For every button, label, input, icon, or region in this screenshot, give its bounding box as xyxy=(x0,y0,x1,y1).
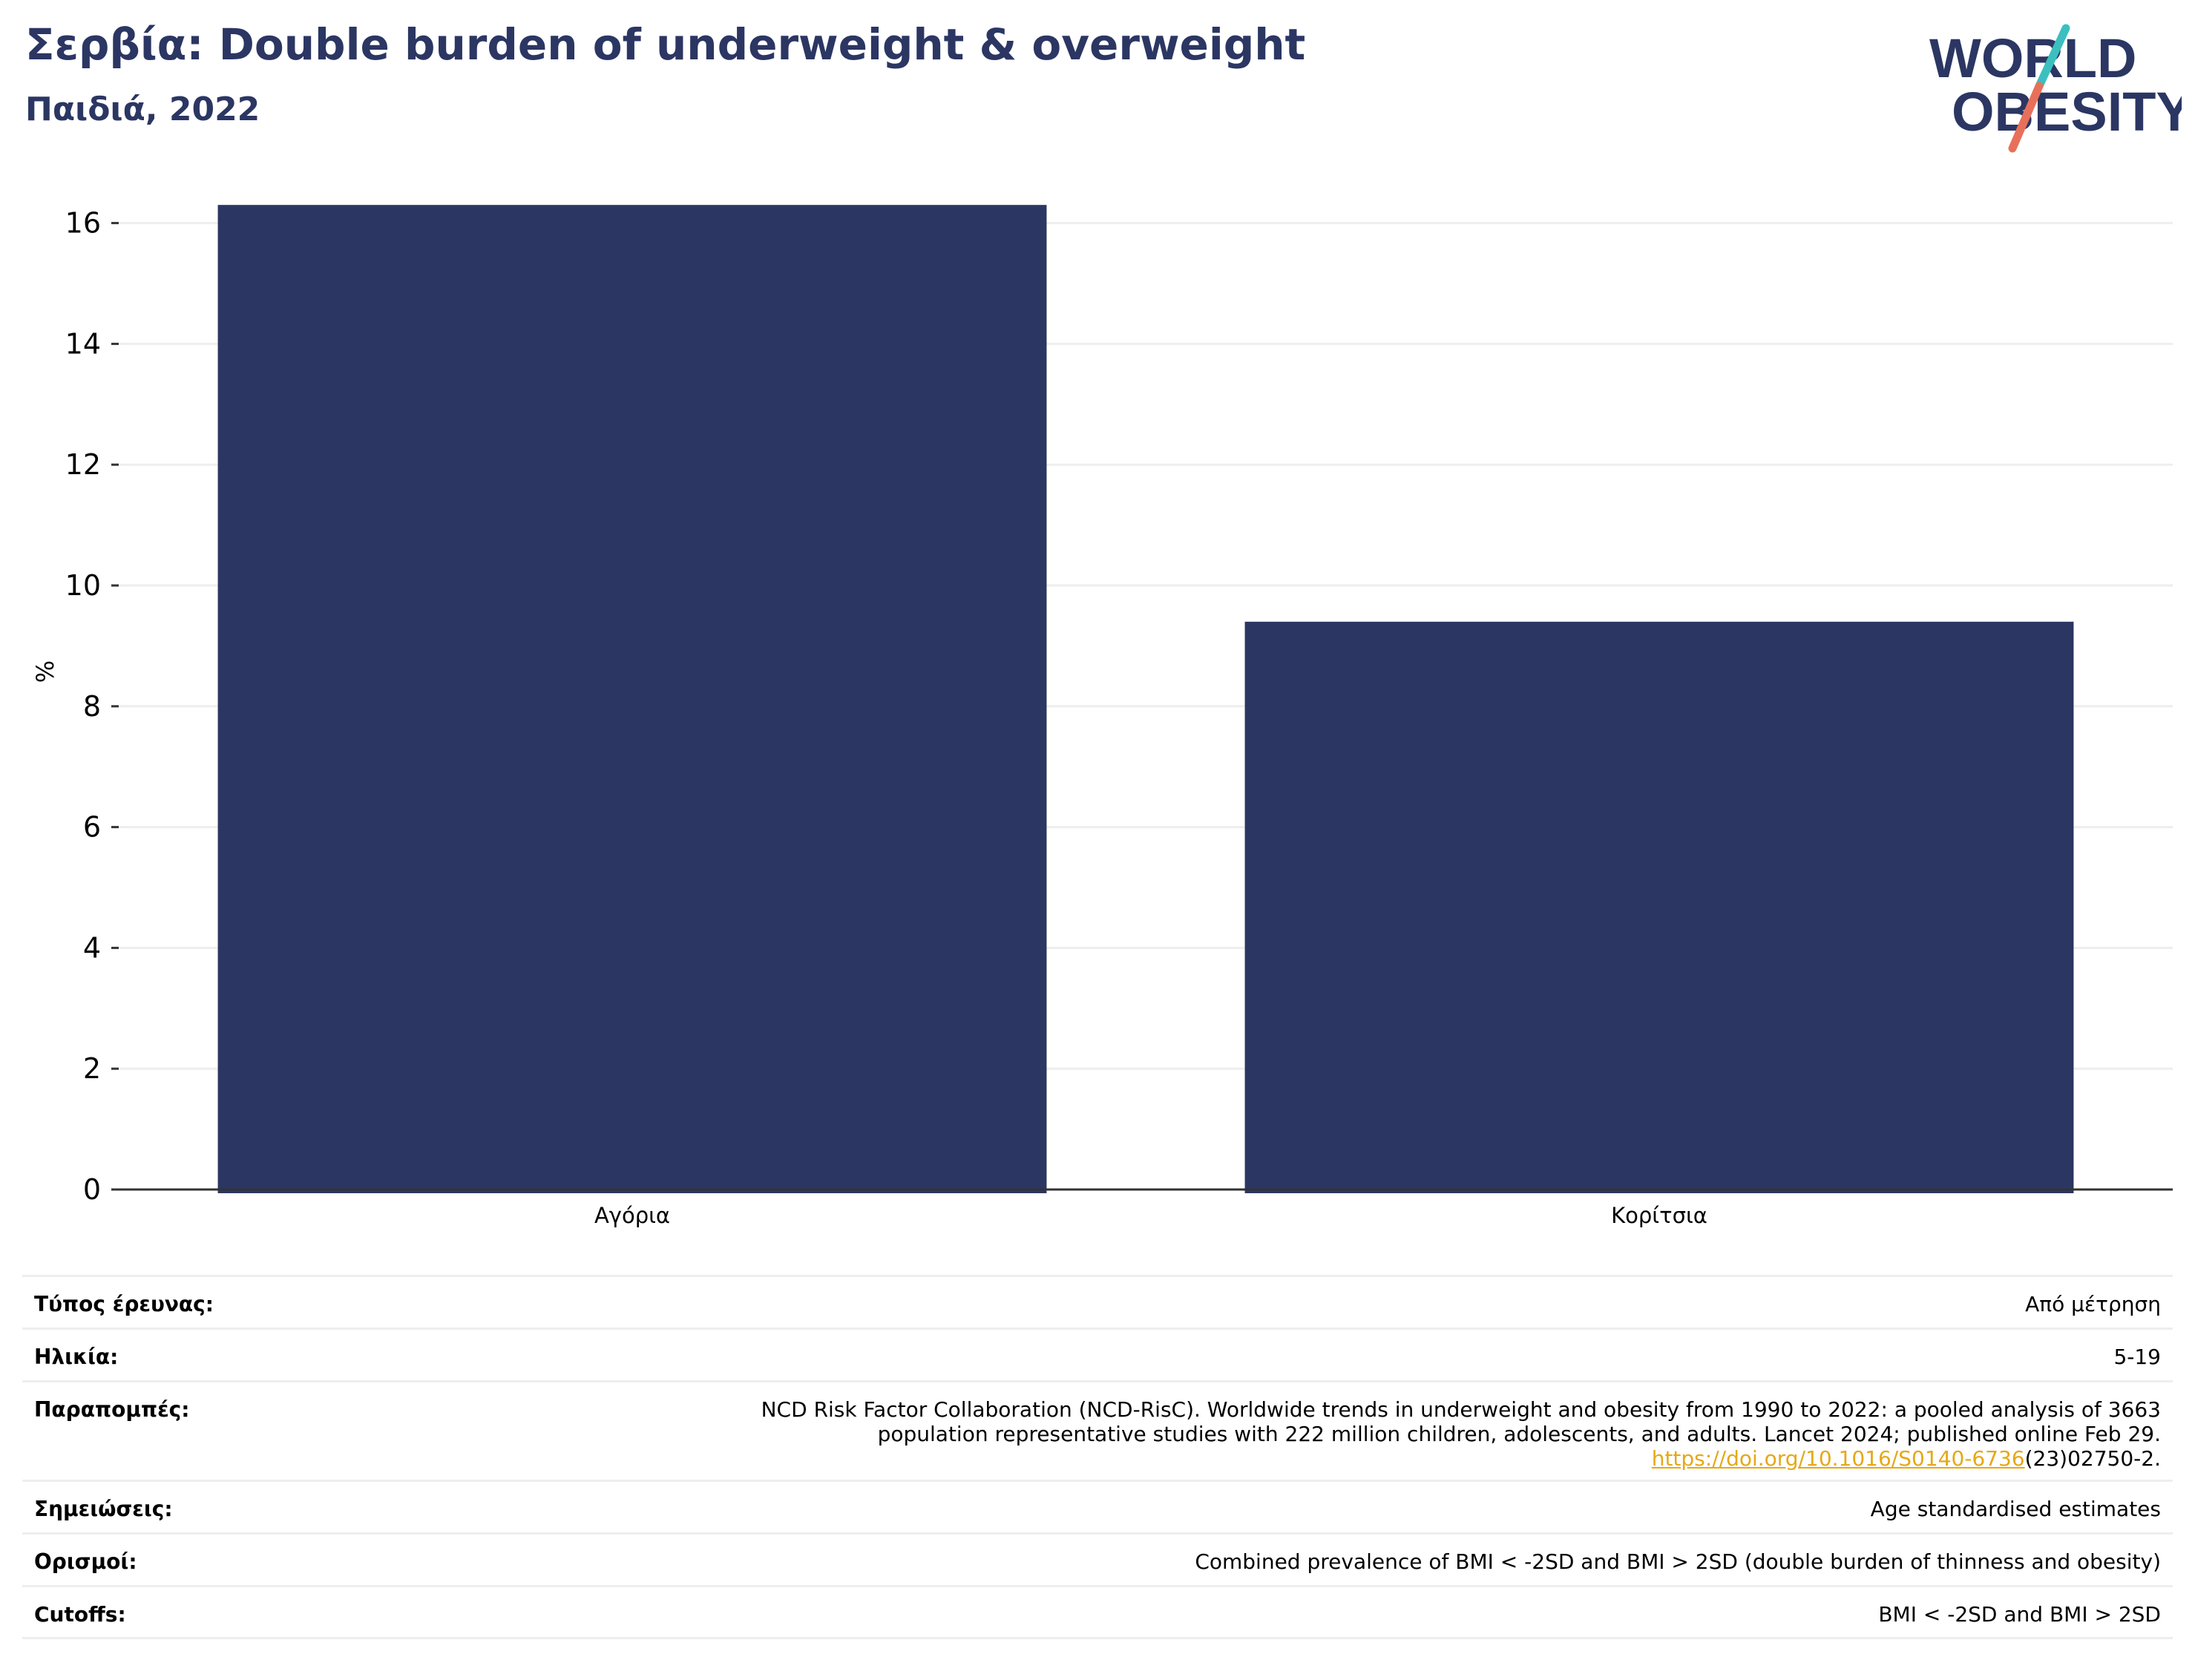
reference-doi-line: https://doi.org/10.1016/S0140-6736(23)02… xyxy=(761,1446,2161,1471)
meta-row: Ορισμοί: Combined prevalence of BMI < -2S… xyxy=(22,1532,2173,1585)
meta-value: Από μέτρηση xyxy=(2025,1292,2161,1316)
y-tick-label: 8 xyxy=(83,690,101,723)
y-tick-label: 6 xyxy=(83,811,101,844)
logo-text-world: WORLD xyxy=(1929,27,2137,89)
logo-slash-bottom xyxy=(2008,82,2044,153)
meta-label: Ηλικία: xyxy=(34,1345,119,1369)
x-tick-label: Αγόρια xyxy=(594,1203,670,1228)
x-tick-label: Κορίτσια xyxy=(1611,1203,1707,1228)
y-tick-label: 10 xyxy=(65,569,101,602)
y-tick-label: 14 xyxy=(65,327,101,360)
meta-label: Σημειώσεις: xyxy=(34,1497,173,1521)
x-axis-ticks: Αγόρια Κορίτσια xyxy=(594,1203,1707,1228)
page-title: Σερβία: Double burden of underweight & o… xyxy=(25,19,1306,70)
doi-suffix: (23)02750-2. xyxy=(2024,1446,2161,1471)
y-axis-ticks: 0 2 4 6 8 10 12 14 16 xyxy=(65,207,119,1206)
meta-row: Παραπομπές: NCD Risk Factor Collaboration… xyxy=(22,1380,2173,1480)
bar-chart: 0 2 4 6 8 10 12 14 16 Αγόρια Κορίτσια % xyxy=(31,205,2173,1228)
meta-label: Cutoffs: xyxy=(34,1602,126,1627)
bar-1 xyxy=(217,205,1047,1194)
meta-row: Cutoffs: BMI < -2SD and BMI > 2SD xyxy=(22,1585,2173,1639)
meta-value: 5-19 xyxy=(2113,1345,2161,1369)
bars xyxy=(217,205,2074,1194)
meta-row: Ηλικία: 5-19 xyxy=(22,1328,2173,1380)
metadata-table: Τύπος έρευνας: Από μέτρηση Ηλικία: 5-19 Παρα… xyxy=(22,1275,2173,1639)
page-subtitle: Παιδιά, 2022 xyxy=(25,91,260,128)
meta-value: Age standardised estimates xyxy=(1870,1497,2161,1521)
meta-value: NCD Risk Factor Collaboration (NCD-RisC)… xyxy=(761,1397,2161,1471)
y-axis-label: % xyxy=(31,660,59,683)
y-tick-label: 2 xyxy=(83,1052,101,1085)
y-tick-label: 16 xyxy=(65,207,101,240)
meta-label: Τύπος έρευνας: xyxy=(34,1292,214,1316)
meta-row: Τύπος έρευνας: Από μέτρηση xyxy=(22,1275,2173,1328)
meta-row: Σημειώσεις: Age standardised estimates xyxy=(22,1480,2173,1532)
meta-label: Παραπομπές: xyxy=(34,1397,190,1422)
meta-value: BMI < -2SD and BMI > 2SD xyxy=(1878,1602,2161,1627)
meta-value: Combined prevalence of BMI < -2SD and BM… xyxy=(1195,1549,2161,1574)
reference-line: population representative studies with 2… xyxy=(877,1422,2161,1446)
y-tick-label: 0 xyxy=(83,1173,101,1206)
y-tick-label: 12 xyxy=(65,448,101,481)
doi-link[interactable]: https://doi.org/10.1016/S0140-6736 xyxy=(1651,1446,2025,1471)
logo-text-obesity: OBESITY xyxy=(1952,81,2182,142)
meta-label: Ορισμοί: xyxy=(34,1549,137,1574)
bar-2 xyxy=(1244,621,2074,1193)
logo-slash-top xyxy=(2035,24,2070,91)
world-obesity-logo: WORLD OBESITY xyxy=(1929,24,2182,153)
reference-line: NCD Risk Factor Collaboration (NCD-RisC)… xyxy=(761,1397,2161,1422)
y-tick-label: 4 xyxy=(83,931,101,964)
